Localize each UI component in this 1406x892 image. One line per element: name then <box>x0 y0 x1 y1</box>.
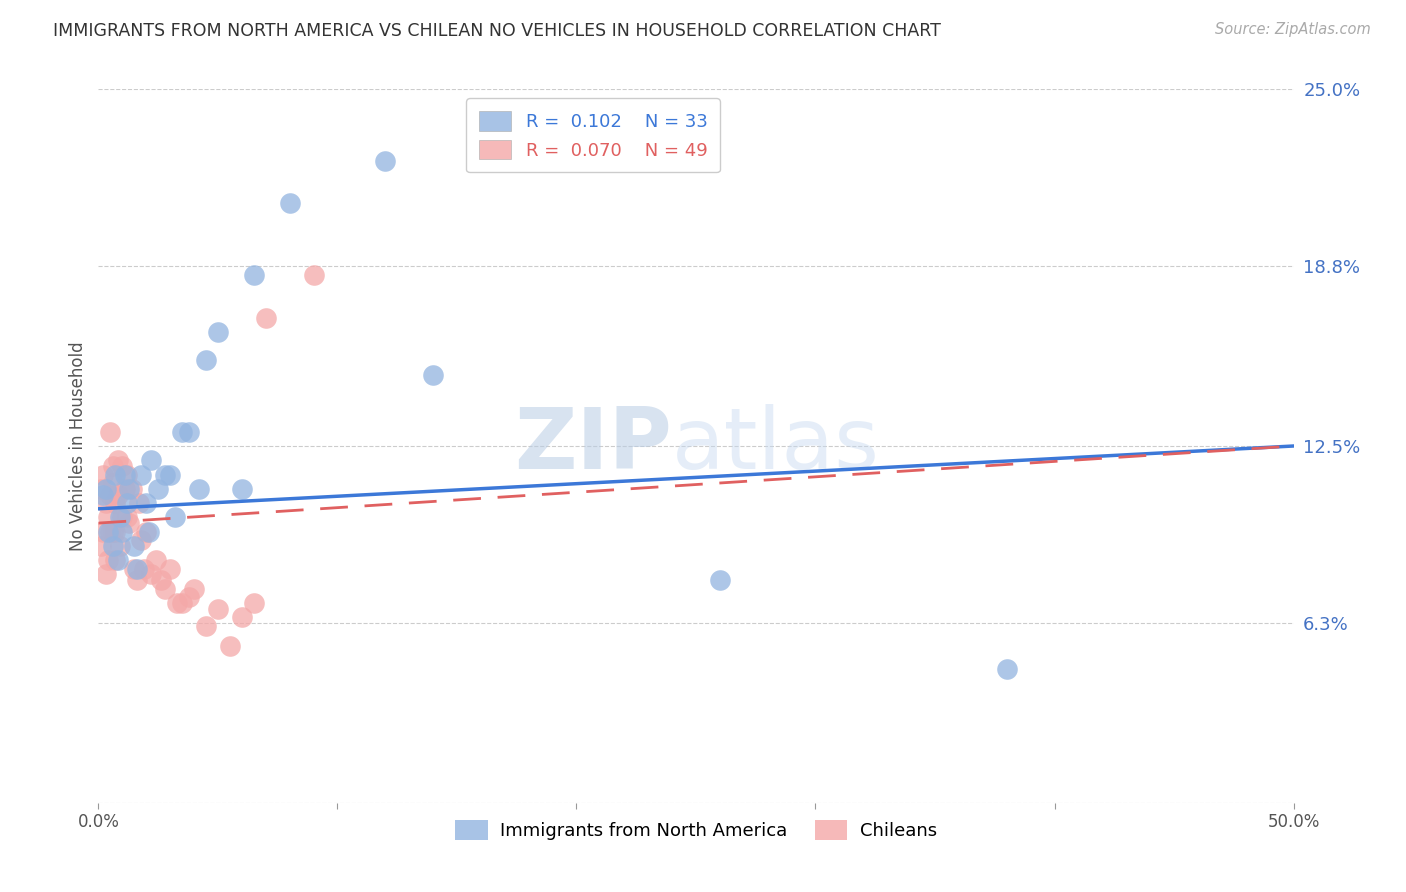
Point <box>98 425 122 439</box>
Point <box>243 268 266 282</box>
Point <box>139 567 162 582</box>
Text: atlas: atlas <box>672 404 880 488</box>
Point <box>94 496 117 510</box>
Point <box>107 453 129 467</box>
Point <box>115 496 138 510</box>
Point <box>91 467 114 482</box>
Point <box>207 325 229 339</box>
Point <box>94 567 117 582</box>
Point <box>101 524 124 539</box>
Point <box>195 619 218 633</box>
Point <box>118 482 141 496</box>
Point <box>207 601 229 615</box>
Point <box>115 467 138 482</box>
Point <box>302 268 325 282</box>
Point <box>131 533 153 548</box>
Point <box>159 467 181 482</box>
Point <box>104 524 127 539</box>
Point <box>159 562 181 576</box>
Point <box>125 562 148 576</box>
Point <box>231 482 253 496</box>
Point <box>97 553 120 567</box>
Point <box>219 639 242 653</box>
Point <box>104 467 127 482</box>
Point <box>90 482 112 496</box>
Point <box>118 516 141 530</box>
Point <box>195 353 218 368</box>
Point <box>101 539 124 553</box>
Point <box>111 524 134 539</box>
Point <box>128 496 150 510</box>
Point <box>94 482 117 496</box>
Point <box>114 467 136 482</box>
Point <box>90 539 112 553</box>
Text: Source: ZipAtlas.com: Source: ZipAtlas.com <box>1215 22 1371 37</box>
Point <box>163 510 186 524</box>
Point <box>91 487 114 501</box>
Point <box>115 510 138 524</box>
Point <box>101 458 124 473</box>
Point <box>114 482 136 496</box>
Point <box>108 539 131 553</box>
Point <box>104 496 127 510</box>
Legend: Immigrants from North America, Chileans: Immigrants from North America, Chileans <box>449 813 943 847</box>
Point <box>149 573 172 587</box>
Point <box>172 425 194 439</box>
Point <box>179 425 201 439</box>
Point <box>104 553 127 567</box>
Y-axis label: No Vehicles in Household: No Vehicles in Household <box>69 341 87 551</box>
Point <box>183 582 205 596</box>
Point <box>98 487 122 501</box>
Point <box>187 482 209 496</box>
Point <box>243 596 266 610</box>
Point <box>98 524 122 539</box>
Point <box>107 553 129 567</box>
Point <box>231 610 253 624</box>
Text: ZIP: ZIP <box>515 404 672 488</box>
Point <box>111 458 134 473</box>
Point <box>124 562 146 576</box>
Point <box>135 524 157 539</box>
Point <box>97 524 120 539</box>
Point <box>111 510 134 524</box>
Point <box>91 524 114 539</box>
Point <box>121 482 143 496</box>
Point <box>254 310 277 325</box>
Point <box>145 553 167 567</box>
Point <box>709 573 731 587</box>
Point <box>132 562 155 576</box>
Point <box>155 582 177 596</box>
Point <box>172 596 194 610</box>
Point <box>179 591 201 605</box>
Text: IMMIGRANTS FROM NORTH AMERICA VS CHILEAN NO VEHICLES IN HOUSEHOLD CORRELATION CH: IMMIGRANTS FROM NORTH AMERICA VS CHILEAN… <box>53 22 941 40</box>
Point <box>422 368 444 382</box>
Point <box>107 487 129 501</box>
Point <box>374 153 396 168</box>
Point <box>97 510 120 524</box>
Point <box>125 573 148 587</box>
Point <box>108 510 131 524</box>
Point <box>139 453 162 467</box>
Point <box>135 496 157 510</box>
Point <box>155 467 177 482</box>
Point <box>166 596 188 610</box>
Point <box>138 524 160 539</box>
Point <box>101 476 124 491</box>
Point <box>278 196 301 211</box>
Point <box>124 539 146 553</box>
Point <box>131 467 153 482</box>
Point <box>148 482 170 496</box>
Point <box>995 662 1018 676</box>
